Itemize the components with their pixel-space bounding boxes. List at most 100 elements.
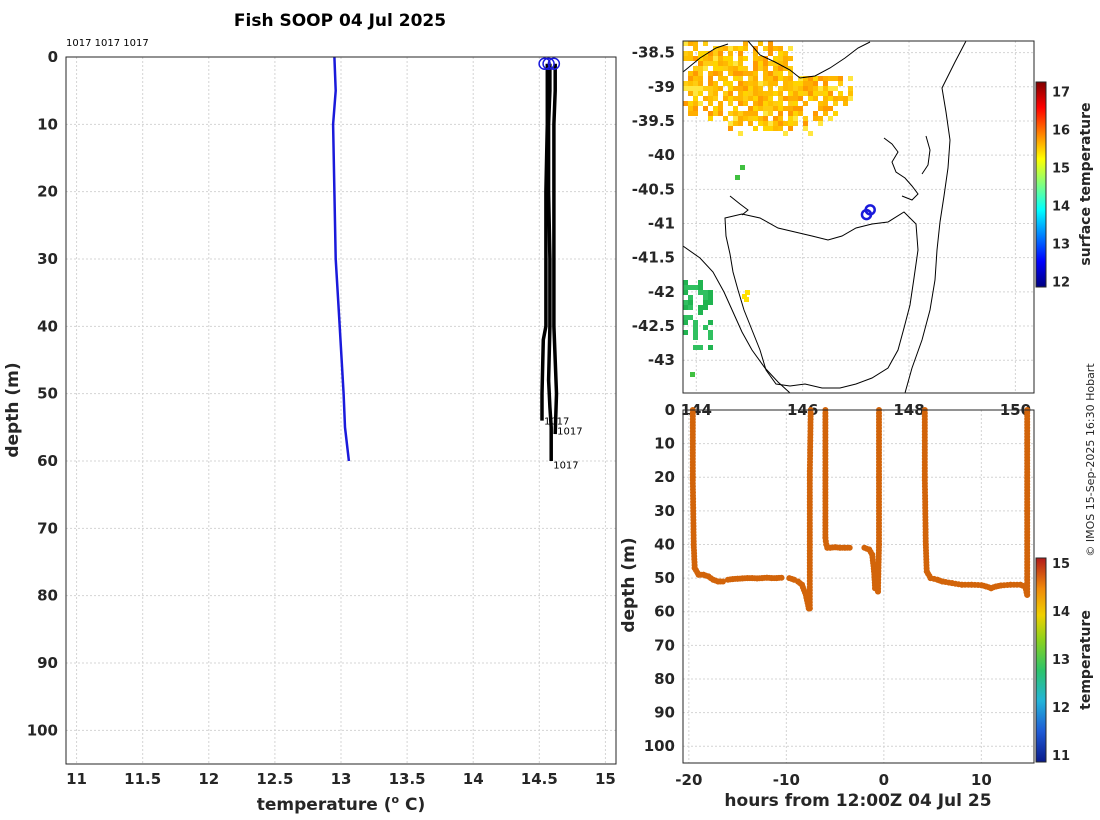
sst-pixel — [713, 71, 718, 76]
sst-pixel — [723, 81, 728, 86]
sst-pixel — [788, 121, 793, 126]
sst-pixel — [763, 116, 768, 121]
sst-pixel — [783, 81, 788, 86]
sst-pixel — [688, 285, 693, 290]
sst-pixel — [768, 121, 773, 126]
sst-pixel — [688, 315, 693, 320]
sst-pixel — [768, 61, 773, 66]
sst-pixel — [703, 66, 708, 71]
sst-pixel — [763, 56, 768, 61]
sst-pixel — [690, 372, 695, 377]
bathymetry-contour-west — [683, 245, 791, 393]
sst-pixel — [738, 96, 743, 101]
map-colorbar-ticks: 12 13 14 15 16 17 — [1052, 85, 1070, 290]
sst-pixel — [728, 111, 733, 116]
credit-text: © IMOS 15-Sep-2025 16:30 Hobart — [1084, 363, 1097, 557]
sst-pixel — [698, 86, 703, 91]
sst-pixel — [683, 41, 688, 46]
sst-pixel — [743, 66, 748, 71]
profile-axes-frame — [65, 56, 617, 765]
sst-pixel — [728, 66, 733, 71]
sst-pixel — [753, 51, 758, 56]
sst-pixel — [733, 71, 738, 76]
sst-pixel — [778, 86, 783, 91]
sst-pixel — [823, 81, 828, 86]
timeseries-y-tick: 40 — [654, 535, 675, 553]
profile-start-marker — [542, 57, 555, 70]
sst-pixel — [708, 86, 713, 91]
sst-pixel — [703, 106, 708, 111]
sst-pixel — [698, 81, 703, 86]
sst-pixel — [763, 96, 768, 101]
sst-pixel — [713, 106, 718, 111]
sst-pixel — [783, 76, 788, 81]
sst-pixel — [723, 96, 728, 101]
sst-pixel — [743, 81, 748, 86]
sst-pixel — [703, 41, 708, 46]
sst-pixel — [748, 111, 753, 116]
sst-pixel — [688, 76, 693, 81]
sst-pixel — [758, 106, 763, 111]
sst-pixel — [728, 101, 733, 106]
sst-pixel — [688, 56, 693, 61]
sst-pixel — [783, 131, 788, 136]
map-colorbar-tick: 17 — [1052, 85, 1070, 100]
map-colorbar-tick: 12 — [1052, 275, 1070, 290]
profile-line-1017-c — [546, 63, 553, 461]
sst-pixel — [798, 111, 803, 116]
profile-end-label: 1017 — [557, 427, 582, 438]
sst-pixel — [748, 91, 753, 96]
sst-pixel — [708, 345, 713, 350]
sst-pixel — [748, 106, 753, 111]
timeseries-x-tick: 0 — [879, 771, 889, 789]
sst-pixel — [773, 76, 778, 81]
sst-pixel — [688, 300, 693, 305]
sst-pixel — [693, 71, 698, 76]
sst-pixel — [783, 96, 788, 101]
profile-y-tick: 100 — [27, 721, 58, 739]
sst-pixel — [703, 300, 708, 305]
sst-pixel — [778, 46, 783, 51]
sst-pixel — [823, 101, 828, 106]
chart-title: Fish SOOP 04 Jul 2025 — [234, 11, 446, 31]
sst-pixel — [763, 81, 768, 86]
sst-pixel — [748, 121, 753, 126]
sst-pixel — [718, 86, 723, 91]
sst-pixel — [783, 121, 788, 126]
sst-pixel — [693, 96, 698, 101]
sst-pixel — [753, 76, 758, 81]
sst-pixel — [723, 46, 728, 51]
sst-pixel — [748, 96, 753, 101]
sst-pixel — [708, 116, 713, 121]
sst-pixel — [753, 91, 758, 96]
sst-pixel — [753, 46, 758, 51]
sst-pixel — [773, 56, 778, 61]
sst-pixel — [718, 46, 723, 51]
sst-pixel — [683, 101, 688, 106]
sst-pixel — [693, 56, 698, 61]
sst-pixel — [703, 56, 708, 61]
sst-pixel — [818, 86, 823, 91]
sst-pixel — [813, 91, 818, 96]
map-colorbar — [1035, 81, 1047, 288]
sst-pixel — [693, 111, 698, 116]
sst-pixel — [733, 66, 738, 71]
profile-y-tick: 40 — [37, 317, 58, 335]
timeseries-x-tick: 10 — [971, 771, 992, 789]
sst-pixel — [753, 81, 758, 86]
profile-x-tick: 14.5 — [521, 770, 558, 788]
sst-pixel — [738, 66, 743, 71]
sst-pixel — [693, 91, 698, 96]
sst-pixel — [698, 280, 703, 285]
sst-pixel — [783, 51, 788, 56]
sst-pixel — [788, 76, 793, 81]
profile-y-tick: 90 — [37, 654, 58, 672]
sst-pixel — [803, 126, 808, 131]
sst-pixel — [688, 101, 693, 106]
bass-strait-islands — [729, 135, 931, 216]
map-y-tick: -40 — [648, 146, 675, 164]
sst-pixel — [723, 116, 728, 121]
sst-pixel — [708, 300, 713, 305]
sst-pixel — [683, 86, 688, 91]
